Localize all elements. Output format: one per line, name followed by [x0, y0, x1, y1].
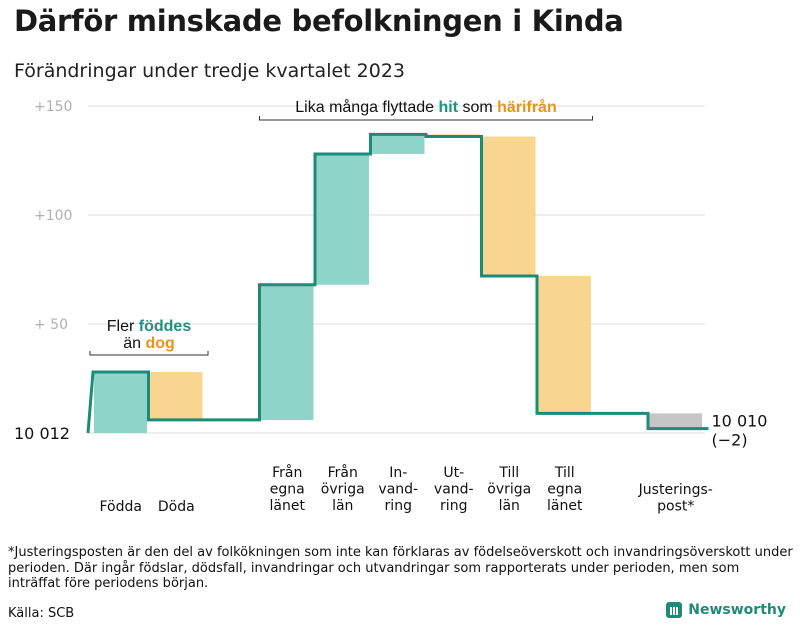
category-label: egna	[270, 482, 305, 498]
annotation-part: som	[458, 99, 497, 116]
footnote: *Justeringsposten är den del av folkökni…	[8, 545, 793, 591]
source-label: Källa: SCB	[8, 606, 75, 621]
category-label: län	[499, 498, 520, 514]
category-label: Döda	[158, 499, 195, 515]
category-label: övriga	[321, 482, 365, 498]
category-label: ring	[440, 498, 467, 514]
brand-name: Newsworthy	[688, 602, 786, 618]
category-label: post*	[657, 499, 694, 515]
category-label: län	[332, 498, 353, 514]
y-tick-label: +150	[34, 99, 72, 115]
y-tick-label: + 50	[34, 317, 68, 333]
category-label: Ut-	[443, 465, 464, 481]
waterfall-bar	[538, 276, 591, 414]
y-tick-label: +100	[34, 208, 72, 224]
category-label: In-	[389, 465, 407, 481]
moved-bracket	[259, 116, 593, 121]
grid-layer	[88, 105, 705, 434]
annotation-part: än	[123, 335, 145, 352]
births-annotation-line1: Fler föddes	[107, 318, 192, 335]
annotation-part: föddes	[139, 318, 192, 335]
waterfall-bar	[94, 371, 147, 433]
category-label: vand-	[434, 482, 474, 498]
category-label: Till	[554, 465, 575, 481]
category-label: länet	[547, 498, 583, 514]
annotation-part: Lika många flyttade	[295, 98, 438, 116]
bar-layer	[94, 134, 702, 433]
chart-subtitle: Förändringar under tredje kvartalet 2023	[14, 60, 406, 82]
category-label: Till	[498, 465, 519, 481]
category-label: vand-	[378, 482, 418, 498]
annotation-part: hit	[438, 99, 458, 116]
annotation-part: dog	[145, 335, 174, 352]
category-label: länet	[270, 498, 306, 514]
waterfall-bar	[482, 136, 536, 277]
annotation-part: Fler	[107, 318, 139, 335]
births-annotation-line2: än dog	[123, 335, 175, 352]
category-label: Födda	[100, 499, 142, 515]
start-value-label: 10 012	[14, 424, 70, 443]
category-label: övriga	[487, 482, 531, 498]
category-label: Från	[272, 464, 302, 481]
category-label: ring	[385, 498, 412, 514]
waterfall-bar	[316, 153, 369, 285]
waterfall-bar	[371, 134, 425, 154]
waterfall-bar	[260, 284, 314, 420]
births-bracket	[89, 351, 209, 356]
end-value-label: 10 010	[712, 412, 768, 431]
cumulative-line	[86, 132, 709, 434]
bar-chart-icon	[666, 602, 683, 618]
end-change-label: (−2)	[712, 431, 748, 450]
chart-title: Därför minskade befolkningen i Kinda	[14, 4, 624, 38]
category-label: Justerings-	[638, 482, 713, 498]
line-layer	[86, 132, 709, 434]
category-label: Från	[328, 464, 358, 481]
category-label: egna	[547, 482, 582, 498]
brand-logo[interactable]: Newsworthy	[666, 602, 786, 618]
waterfall-bar	[649, 413, 702, 429]
waterfall-bar	[149, 371, 203, 420]
moved-annotation: Lika många flyttade hit som härifrån	[295, 98, 556, 116]
annotation-part: härifrån	[497, 98, 557, 116]
